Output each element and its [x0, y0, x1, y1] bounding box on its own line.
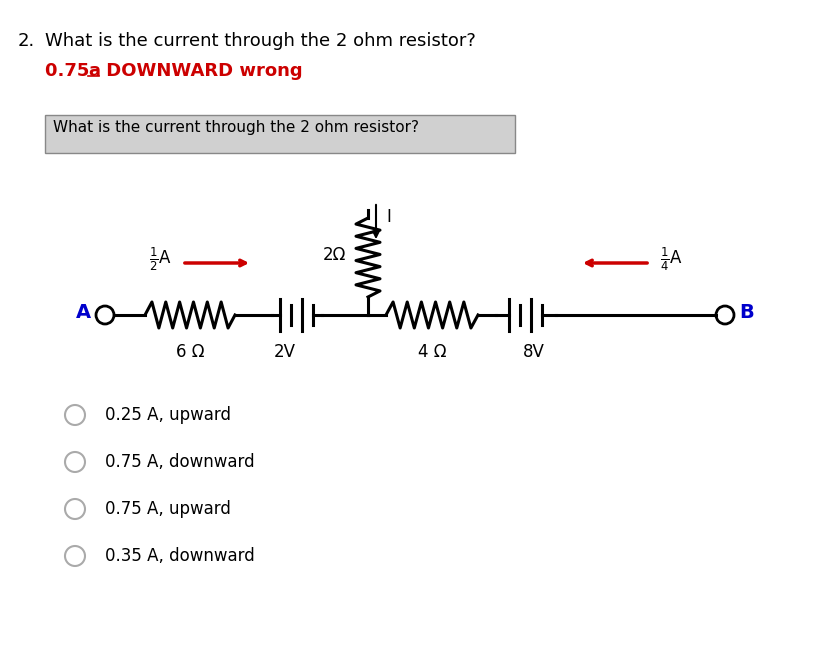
Text: 8V: 8V	[523, 343, 545, 361]
Text: 4 Ω: 4 Ω	[418, 343, 446, 361]
Text: 2V: 2V	[274, 343, 296, 361]
Text: 2Ω: 2Ω	[323, 246, 346, 263]
Text: 0.75: 0.75	[45, 62, 96, 80]
Text: 2.: 2.	[18, 32, 35, 50]
Text: B: B	[740, 304, 755, 322]
Text: A: A	[76, 304, 91, 322]
Text: What is the current through the 2 ohm resistor?: What is the current through the 2 ohm re…	[45, 32, 476, 50]
Text: I: I	[386, 208, 391, 226]
Text: DOWNWARD wrong: DOWNWARD wrong	[100, 62, 303, 80]
Text: 6 Ω: 6 Ω	[176, 343, 204, 361]
Text: a: a	[88, 62, 100, 80]
Text: 0.75 A, upward: 0.75 A, upward	[105, 500, 230, 518]
Text: 0.75 A, downward: 0.75 A, downward	[105, 453, 255, 471]
Text: $\frac{1}{4}$A: $\frac{1}{4}$A	[660, 245, 683, 273]
Text: $\frac{1}{2}$A: $\frac{1}{2}$A	[149, 245, 172, 273]
Text: 0.35 A, downward: 0.35 A, downward	[105, 547, 255, 565]
Text: 0.25 A, upward: 0.25 A, upward	[105, 406, 231, 424]
Text: What is the current through the 2 ohm resistor?: What is the current through the 2 ohm re…	[53, 120, 419, 135]
FancyBboxPatch shape	[45, 115, 515, 153]
